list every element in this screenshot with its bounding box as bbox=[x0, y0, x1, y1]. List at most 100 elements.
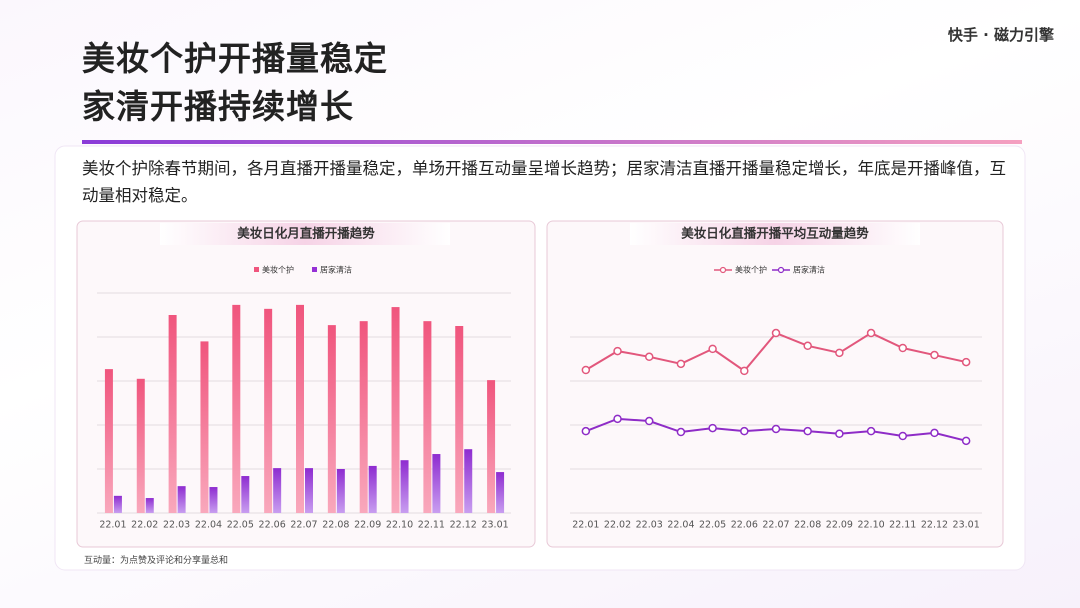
point bbox=[581, 426, 591, 436]
bar bbox=[464, 449, 473, 513]
description: 美妆个护除春节期间，各月直播开播量稳定，单场开播互动量呈增长趋势；居家清洁直播开… bbox=[82, 159, 1006, 205]
bar bbox=[496, 472, 505, 513]
bar bbox=[273, 468, 282, 513]
bar bbox=[264, 308, 273, 513]
title-line: 家清开播持续增长 bbox=[82, 87, 354, 126]
point bbox=[866, 426, 876, 436]
x-tick-label: 22.05 bbox=[699, 520, 726, 531]
point bbox=[898, 343, 908, 353]
footnote: 互动量：为点赞及评论和分享量总和 bbox=[84, 556, 229, 566]
bar bbox=[336, 469, 345, 513]
bar bbox=[400, 460, 409, 513]
bar bbox=[487, 380, 496, 513]
bar bbox=[104, 369, 113, 513]
bar bbox=[177, 486, 186, 513]
bar bbox=[327, 325, 336, 513]
point bbox=[771, 328, 781, 338]
title-line: 美妆个护开播量稳定 bbox=[82, 39, 388, 78]
legend-label: 美妆个护 bbox=[262, 265, 294, 275]
x-tick-label: 23.01 bbox=[481, 520, 508, 531]
point bbox=[740, 426, 749, 436]
legend-swatch bbox=[312, 267, 317, 272]
point bbox=[644, 416, 654, 426]
panel-tab bbox=[630, 223, 920, 245]
bar bbox=[305, 468, 313, 513]
point bbox=[835, 348, 844, 358]
legend-label: 居家清洁 bbox=[793, 265, 825, 275]
bar bbox=[168, 315, 177, 513]
point bbox=[961, 357, 971, 367]
panel bbox=[546, 220, 1004, 548]
point bbox=[708, 344, 717, 354]
bar bbox=[241, 476, 250, 513]
x-tick-label: 22.09 bbox=[826, 520, 853, 531]
x-tick-label: 22.05 bbox=[227, 520, 254, 531]
point bbox=[581, 365, 591, 375]
x-tick-label: 22.09 bbox=[354, 520, 381, 531]
bar bbox=[200, 341, 209, 513]
legend-label: 美妆个护 bbox=[735, 265, 767, 275]
legend-marker bbox=[719, 266, 727, 274]
point bbox=[930, 350, 939, 360]
point bbox=[771, 424, 781, 434]
point bbox=[676, 359, 686, 369]
point bbox=[961, 436, 971, 446]
point bbox=[676, 427, 686, 437]
bar bbox=[455, 326, 464, 513]
point bbox=[708, 423, 717, 433]
title-underline bbox=[82, 140, 1022, 144]
bar bbox=[145, 498, 154, 513]
x-tick-label: 22.07 bbox=[762, 520, 789, 531]
x-tick-label: 22.04 bbox=[195, 520, 222, 531]
x-tick-label: 22.11 bbox=[889, 520, 916, 531]
point bbox=[803, 341, 812, 351]
legend-label: 居家清洁 bbox=[320, 265, 352, 275]
x-tick-label: 22.11 bbox=[418, 520, 445, 531]
legend-marker bbox=[777, 266, 785, 274]
bar bbox=[296, 304, 304, 513]
bar bbox=[209, 487, 218, 513]
bar bbox=[368, 465, 377, 513]
x-tick-label: 22.10 bbox=[857, 520, 884, 531]
bar bbox=[432, 454, 441, 513]
bar bbox=[359, 321, 368, 513]
x-tick-label: 22.04 bbox=[667, 520, 694, 531]
x-tick-label: 22.12 bbox=[450, 520, 477, 531]
chart-title: 美妆日化直播开播平均互动量趋势 bbox=[681, 226, 869, 241]
point bbox=[644, 352, 654, 362]
point bbox=[613, 346, 622, 356]
x-tick-label: 22.01 bbox=[572, 520, 599, 531]
legend-swatch bbox=[254, 267, 259, 272]
bar bbox=[232, 304, 241, 513]
bar bbox=[423, 321, 432, 513]
bar bbox=[391, 307, 400, 513]
x-tick-label: 22.12 bbox=[921, 520, 948, 531]
x-tick-label: 22.08 bbox=[794, 520, 821, 531]
x-tick-label: 22.02 bbox=[131, 520, 158, 531]
x-tick-label: 22.01 bbox=[99, 520, 126, 531]
point bbox=[835, 429, 844, 439]
logo: 快手 · 磁力引擎 bbox=[947, 26, 1054, 44]
x-tick-label: 22.03 bbox=[163, 520, 190, 531]
x-tick-label: 22.10 bbox=[386, 520, 413, 531]
chart-title: 美妆日化月直播开播趋势 bbox=[237, 226, 375, 241]
x-tick-label: 22.07 bbox=[290, 520, 317, 531]
x-tick-label: 22.03 bbox=[636, 520, 663, 531]
panel-tab bbox=[160, 223, 450, 245]
bar bbox=[113, 495, 122, 513]
x-tick-label: 22.02 bbox=[604, 520, 631, 531]
bar bbox=[136, 378, 145, 513]
point bbox=[740, 366, 749, 376]
point bbox=[866, 328, 876, 338]
point bbox=[898, 431, 908, 441]
point bbox=[613, 414, 622, 424]
x-tick-label: 22.06 bbox=[259, 520, 286, 531]
panel bbox=[76, 220, 536, 548]
point bbox=[803, 426, 812, 436]
point bbox=[930, 428, 939, 438]
x-tick-label: 23.01 bbox=[953, 520, 980, 531]
x-tick-label: 22.06 bbox=[731, 520, 758, 531]
x-tick-label: 22.08 bbox=[322, 520, 349, 531]
